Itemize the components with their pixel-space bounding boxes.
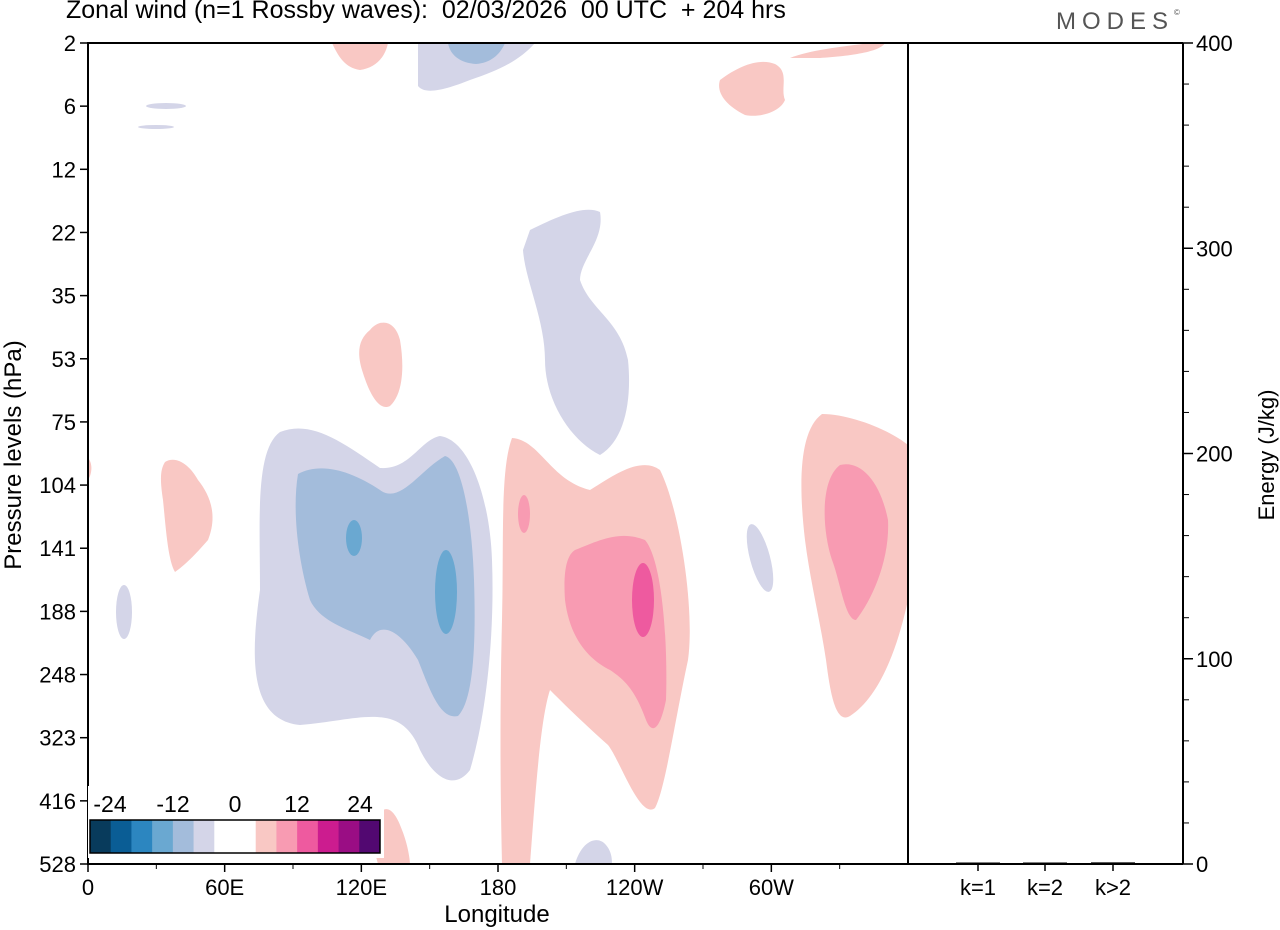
colorbar-swatch [338,820,360,853]
energy-bars [956,862,1135,864]
colorbar-tick-label: -12 [156,791,189,817]
neg-anomaly-upper [523,209,630,455]
energy-tick-label: 100 [1196,647,1233,672]
y-tick-label: 22 [52,220,76,245]
y-tick-label: 104 [39,473,76,498]
y-tick-label: 12 [52,157,76,182]
y-axis: 2 6 12 22 35 53 75 104 141 188 248 323 416 528 [39,31,88,877]
colorbar-swatch [110,820,132,853]
x-axis: 0 60E 120E 180 120W 60W [82,864,841,900]
x-tick-label: 0 [82,875,94,900]
colorbar-tick-label: -24 [93,791,126,817]
neg-anomaly-core-east [435,550,457,634]
colorbar-swatch [152,820,174,853]
y-tick-label: 141 [39,536,76,561]
neg-anomaly-west-small [116,585,132,639]
colorbar-swatch [214,820,236,853]
neg-anomaly-top [418,43,535,91]
pos-anomaly-top-right [719,43,885,116]
logo-text: MODES [1056,8,1175,35]
x-tick-label: 120W [606,875,664,900]
y-tick-label: 188 [39,599,76,624]
colorbar-swatch [131,820,153,853]
pos-anomaly-core-small [518,495,530,533]
x-tick-label: 60E [205,875,244,900]
y-tick-label: 248 [39,663,76,688]
y-tick-label: 75 [52,410,76,435]
colorbar-tick-label: 0 [229,791,242,817]
energy-bar [1023,862,1067,864]
x-tick-label: 180 [480,875,517,900]
pos-anomaly-core [632,563,654,637]
energy-bar [956,862,1000,864]
colorbar-tick-label: 12 [284,791,310,817]
neg-anomaly-top-inner [448,43,505,64]
y-tick-label: 53 [52,347,76,372]
pos-anomaly-east-inner [824,464,889,620]
colorbar-swatch [90,820,112,853]
energy-tick-label: 200 [1196,442,1233,467]
neg-anomaly-speck-a [146,103,186,109]
neg-anomaly-core-west [346,520,362,556]
colorbar-swatch [297,820,319,853]
colorbar-swatch [255,820,277,853]
main-plot-frame [87,42,909,865]
chart-title: Zonal wind (n=1 Rossby waves): 02/03/202… [66,0,786,24]
colorbar-swatch [235,820,257,853]
pos-anomaly-upper [359,322,403,408]
energy-axis-label: Energy (J/kg) [1254,390,1279,521]
x-axis-label: Longitude [444,901,549,928]
energy-categories: k=1 k=2 k>2 [960,864,1131,900]
y-tick-label: 416 [39,789,76,814]
y-tick-label: 323 [39,726,76,751]
pos-anomaly-west [160,459,213,572]
energy-category-label: k=1 [960,875,996,900]
energy-category-label: k=2 [1027,875,1063,900]
logo-copyright-mark: © [1174,8,1180,17]
colorbar-swatch [276,820,298,853]
energy-axis: 0 100 200 300 400 [1183,31,1233,877]
neg-anomaly-main-inner [295,456,475,717]
neg-anomaly-pacific-small [746,524,774,592]
energy-tick-label: 0 [1196,852,1208,877]
colorbar-swatch [193,820,215,853]
colorbar-swatch [172,820,195,853]
y-tick-label: 6 [64,94,76,119]
colorbar-swatch [317,820,340,853]
y-tick-label: 528 [39,852,76,877]
y-axis-label: Pressure levels (hPa) [0,340,27,569]
colorbar-swatch [359,820,381,853]
y-tick-label: 2 [64,31,76,56]
energy-tick-label: 400 [1196,31,1233,56]
neg-anomaly-bottom [575,840,612,864]
neg-anomaly-speck-b [138,125,174,129]
colorbar: -24 -12 0 12 24 [88,786,384,858]
y-tick-label: 35 [52,284,76,309]
x-tick-label: 60W [749,875,794,900]
modes-logo: MODES© [1056,8,1180,36]
energy-tick-label: 300 [1196,236,1233,261]
colorbar-tick-label: 24 [347,791,373,817]
energy-bar [1091,862,1135,864]
colorbar-frame [89,819,381,854]
wind-contour-field [88,43,908,864]
energy-category-label: k>2 [1095,875,1131,900]
x-tick-label: 120E [336,875,387,900]
pos-anomaly-top-left [332,43,388,70]
